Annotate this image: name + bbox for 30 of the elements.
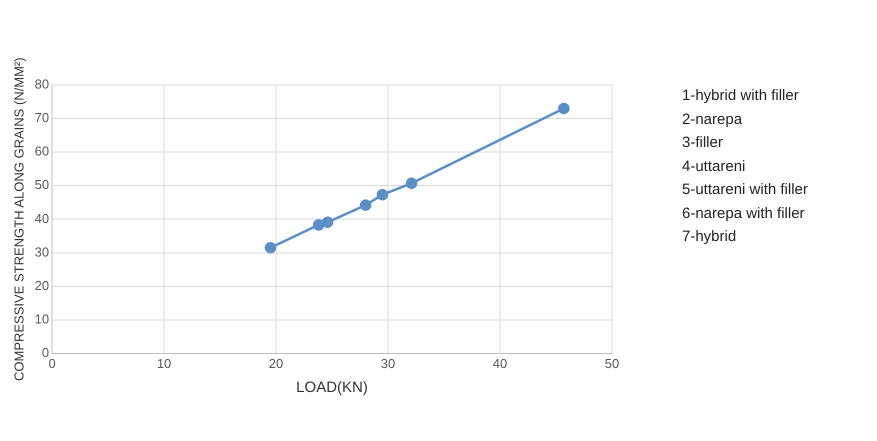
x-tick-label: 30: [380, 356, 396, 371]
y-tick-label: 60: [34, 144, 50, 159]
y-tick-label: 0: [42, 344, 50, 360]
y-tick-label: 70: [34, 110, 50, 126]
x-axis-title: LOAD(KN): [296, 379, 368, 396]
point: [558, 102, 570, 114]
x-tick-label: 20: [268, 356, 284, 371]
point: [376, 188, 388, 200]
text: 2-narepa: [682, 110, 744, 130]
text: 1-hybrid with filler: [682, 86, 800, 106]
y-tick-label: 10: [34, 311, 50, 326]
text: 5-uttareni with filler: [682, 180, 808, 200]
y-tick-label: 20: [34, 278, 50, 293]
y-tick-label: 80: [34, 76, 50, 92]
text: 7-hybrid: [682, 227, 738, 247]
point: [312, 219, 324, 231]
y-tick-label: 40: [34, 210, 50, 226]
x-tick-label: 10: [156, 356, 172, 371]
x-tick-label: 50: [604, 356, 620, 371]
y-tick-label: 30: [34, 244, 50, 260]
text: 4-uttareni: [682, 156, 746, 176]
point: [322, 216, 334, 228]
y-axis-title: COMPRESSIVE STRENGTH ALONG GRAINS (N/MM²): [11, 57, 26, 381]
point: [360, 199, 372, 211]
point: [264, 242, 276, 254]
text: 6-narepa with filler: [682, 204, 806, 224]
point: [406, 178, 418, 190]
x-tick-label: 40: [492, 356, 508, 371]
text: 3-filler: [682, 133, 724, 153]
y-tick-label: 50: [34, 177, 50, 192]
